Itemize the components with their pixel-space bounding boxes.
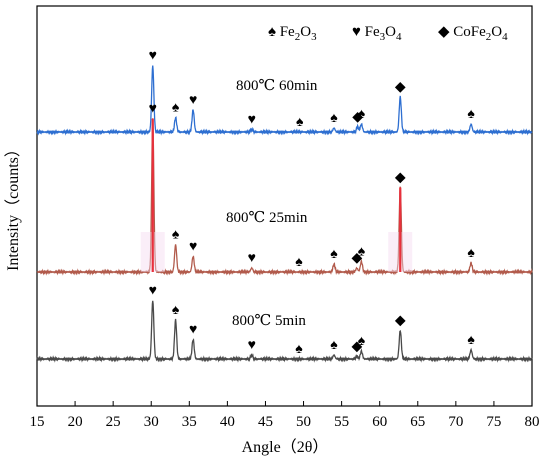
peak-marker: ♠ [172, 303, 180, 318]
series-layer [36, 65, 533, 363]
legend-text: ♠ Fe2O3 [268, 24, 317, 43]
peak-marker: ♠ [295, 342, 303, 357]
x-tick-label: 55 [334, 414, 349, 430]
x-tick-label: 25 [106, 414, 121, 430]
legend: ♠ Fe2O3 ♥ Fe3O4 ◆ CoFe2O4 [268, 24, 508, 43]
peak-marker: ◆ [352, 110, 363, 125]
x-tick-label: 65 [410, 414, 425, 430]
x-tick-label: 15 [30, 414, 45, 430]
peak-marker: ♥ [149, 102, 157, 117]
peak-marker: ◆ [395, 80, 406, 95]
legend-entry: ♠ Fe2O3 [268, 24, 317, 43]
peak-marker: ◆ [351, 339, 362, 354]
peak-marker: ♥ [248, 338, 256, 353]
peak-marker: ◆ [395, 313, 406, 328]
x-tick-label: 50 [296, 414, 311, 430]
peak-marker: ♥ [248, 112, 256, 127]
peak-marker: ♠ [330, 247, 338, 262]
peak-marker: ♠ [358, 245, 366, 260]
legend-text: ◆ CoFe2O4 [438, 24, 508, 43]
x-tick-label: 40 [220, 414, 235, 430]
peak-marker: ♥ [189, 323, 197, 338]
x-tick-label: 30 [144, 414, 159, 430]
series-label: 800℃ 5min [232, 313, 306, 329]
peak-marker: ♥ [149, 284, 157, 299]
peak-marker: ♥ [149, 49, 157, 64]
peak-marker: ♠ [172, 101, 180, 116]
y-axis-title: Intensity（counts） [4, 141, 22, 271]
peak-marker: ♠ [358, 107, 366, 122]
legend-entry: ◆ CoFe2O4 [438, 24, 508, 43]
x-tick-label: 80 [525, 414, 540, 430]
peak-marker: ♠ [296, 115, 304, 130]
marker-layer: ♥♠♥♥ ♠ ♠ ◆♠◆♠♥♠♥♥ ♠♠ ◆♠◆♠♥♠♥♥ ♠ ♠ ◆♠◆♠ [149, 49, 476, 357]
x-tick-label: 45 [258, 414, 273, 430]
peak-marker: ♠ [358, 334, 366, 349]
peak-marker: ♥ [189, 93, 197, 108]
x-tick-label: 75 [486, 414, 501, 430]
plot-frame [36, 5, 533, 407]
peak-marker: ♠ [467, 107, 475, 122]
series-label-layer: 800℃ 60min 800℃ 25min 800℃ 5min [226, 78, 318, 329]
peak-marker: ♠ [295, 255, 303, 270]
legend-text: ♥ Fe3O4 [352, 24, 402, 43]
x-tick-label: 35 [182, 414, 197, 430]
series-line [36, 65, 533, 136]
x-axis: 15 20 25 30 35 40 45 50 55 60 65 70 75 80 [30, 401, 540, 430]
peak-marker: ♠ [330, 338, 338, 353]
legend-entry: ♥ Fe3O4 [352, 24, 402, 43]
series-line [36, 118, 533, 276]
peak-marker: ♠ [467, 246, 475, 261]
peak-marker: ♥ [248, 251, 256, 266]
peak-marker: ♠ [172, 228, 180, 243]
x-axis-title: Angle（2θ） [242, 438, 329, 456]
peak-marker: ♠ [330, 111, 338, 126]
x-tick-label: 20 [68, 414, 83, 430]
x-tick-label: 60 [372, 414, 387, 430]
peak-marker: ◆ [395, 171, 406, 186]
peak-marker: ♠ [467, 333, 475, 348]
series-label: 800℃ 60min [236, 78, 318, 94]
x-tick-label: 70 [448, 414, 463, 430]
series-line [36, 300, 533, 363]
peak-marker: ◆ [351, 251, 362, 266]
peak-marker: ♥ [189, 239, 197, 254]
series-label: 800℃ 25min [226, 210, 308, 226]
